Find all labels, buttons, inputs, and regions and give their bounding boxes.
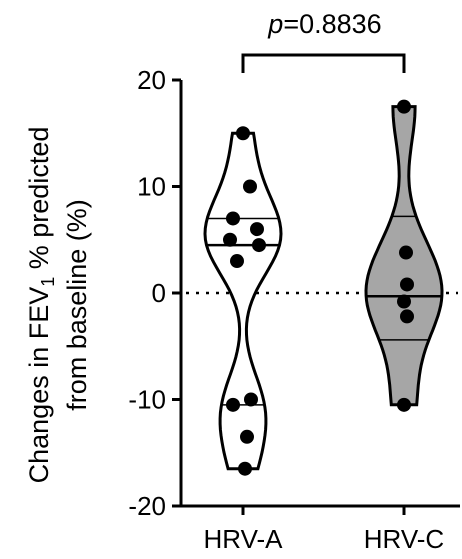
violin-body (203, 131, 283, 471)
data-point (244, 392, 258, 407)
y-axis-title-line1: Changes in FEV (24, 287, 54, 484)
y-axis-ticks: 20 10 0 -10 -20 (128, 65, 181, 521)
x-tick-label: HRV-C (364, 524, 444, 554)
y-tick-label: 20 (137, 65, 166, 95)
y-axis-title-subscript: 1 (38, 277, 58, 287)
violins (203, 99, 444, 476)
data-point (223, 232, 237, 247)
p-value-italic: p (267, 9, 283, 39)
data-point (226, 397, 240, 412)
y-axis-title: Changes in FEV1 % predicted from baselin… (24, 127, 92, 484)
data-point (238, 461, 252, 476)
bracket-line (241, 53, 406, 73)
p-value-label: p=0.8836 (267, 9, 381, 39)
data-point (397, 99, 411, 114)
y-axis-title-line2: from baseline (%) (62, 199, 92, 411)
data-point (252, 238, 266, 253)
data-point (226, 211, 240, 226)
x-tick-label: HRV-A (204, 524, 284, 554)
data-point (230, 254, 244, 269)
y-axis-title-line1-end: % predicted (24, 127, 54, 277)
data-point (240, 429, 254, 444)
data-point (250, 222, 264, 237)
y-tick-label: -20 (128, 491, 166, 521)
data-point (397, 397, 411, 412)
data-point (399, 245, 413, 260)
data-point (243, 179, 257, 194)
data-point (400, 277, 414, 292)
data-point (400, 309, 414, 324)
significance-bracket (241, 53, 406, 73)
svg-text:Changes in FEV1 % predicted: Changes in FEV1 % predicted (24, 127, 58, 484)
data-point (236, 126, 250, 141)
y-tick-label: -10 (128, 385, 166, 415)
y-tick-label: 10 (137, 172, 166, 202)
data-point (397, 294, 411, 309)
y-tick-label: 0 (152, 278, 166, 308)
x-axis-ticks: HRV-A HRV-C (204, 506, 444, 554)
p-value-number: =0.8836 (283, 9, 381, 39)
